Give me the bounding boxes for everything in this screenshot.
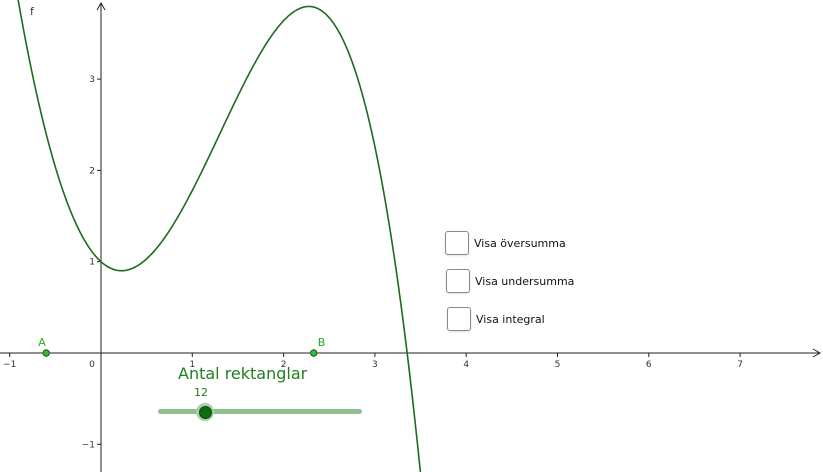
slider-thumb-core[interactable]	[198, 405, 212, 419]
show-integral-checkbox[interactable]: Visa integral	[447, 307, 545, 331]
function-label: f	[30, 5, 35, 18]
checkbox-box[interactable]	[446, 269, 470, 293]
point-b[interactable]	[310, 349, 318, 357]
point-label: B	[318, 336, 326, 349]
y-tick-label: 1	[89, 258, 95, 268]
x-tick-label: 3	[372, 360, 378, 370]
y-tick-label: −1	[82, 440, 95, 450]
function-f-curve[interactable]	[17, 0, 422, 472]
rectangle-count-slider-track[interactable]	[158, 409, 362, 414]
x-tick-label: 4	[463, 360, 469, 370]
x-tick-label: 2	[281, 360, 287, 370]
slider-value: 12	[194, 386, 208, 399]
slider-caption: Antal rektanglar	[178, 364, 308, 383]
x-tick-label: 6	[646, 360, 652, 370]
x-tick-label: 1	[189, 360, 195, 370]
x-axis-arrow	[812, 348, 822, 358]
checkbox-box[interactable]	[445, 231, 469, 255]
point-a[interactable]	[42, 349, 50, 357]
y-axis-arrow	[96, 1, 106, 11]
x-tick-label: 7	[737, 360, 743, 370]
x-tick-label: 0	[89, 360, 95, 370]
checkbox-label: Visa översumma	[474, 236, 566, 250]
checkbox-label: Visa undersumma	[475, 274, 575, 288]
x-tick-label: −1	[3, 360, 16, 370]
rectangle-count-slider-thumb[interactable]	[196, 403, 214, 421]
y-tick-label: 2	[89, 166, 95, 176]
checkbox-box[interactable]	[447, 307, 471, 331]
x-tick-label: 5	[555, 360, 561, 370]
point-label: A	[38, 336, 46, 349]
show-lower-sum-checkbox[interactable]: Visa undersumma	[446, 269, 574, 293]
checkbox-label: Visa integral	[476, 312, 545, 326]
show-upper-sum-checkbox[interactable]: Visa översumma	[445, 231, 566, 255]
y-tick-label: 3	[89, 75, 95, 85]
